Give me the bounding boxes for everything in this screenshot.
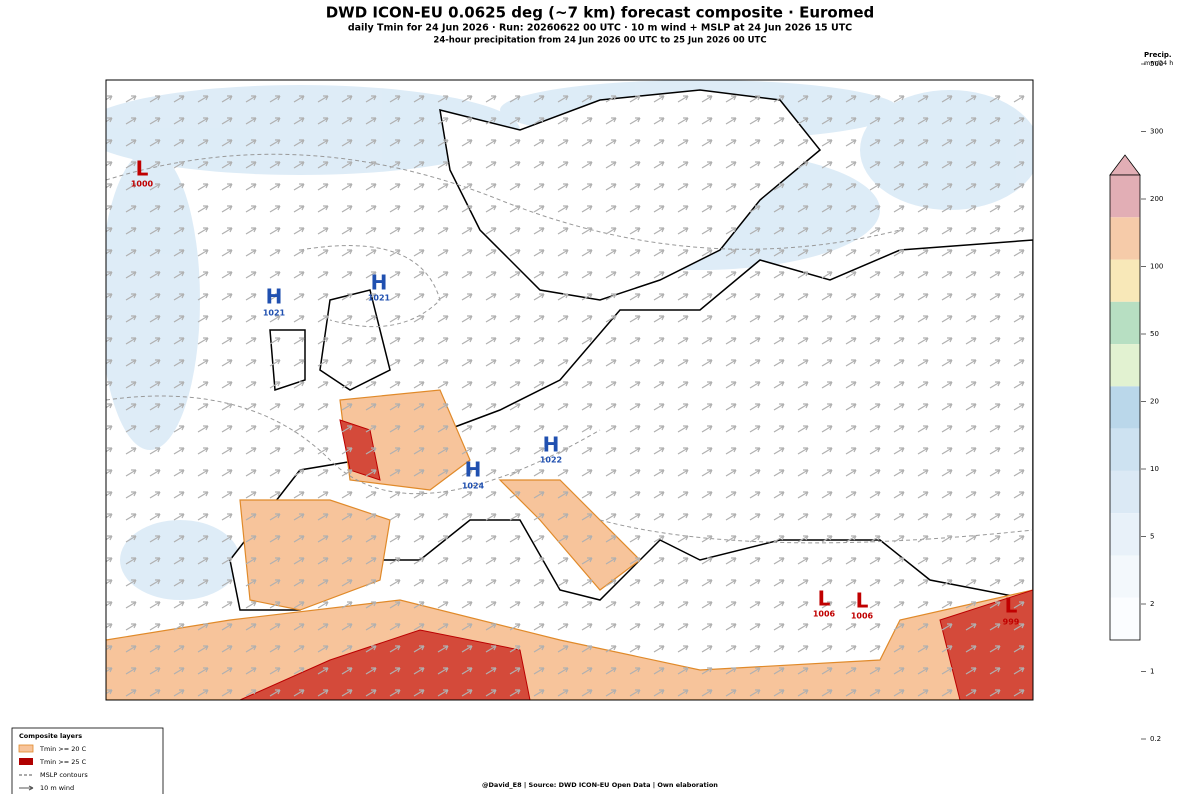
map-frame <box>105 79 1034 701</box>
colorbar-tick-label: 5 <box>1150 533 1154 541</box>
colorbar-tick-label: 500 <box>1150 60 1163 68</box>
map <box>106 80 1033 700</box>
colorbar-tick-label: 100 <box>1150 263 1163 271</box>
footer: @David_E8 | Source: DWD ICON-EU Open Dat… <box>482 781 718 790</box>
center-letter: L <box>136 157 149 181</box>
colorbar-frame <box>1109 174 1141 641</box>
colorbar-tick-label: 200 <box>1150 195 1163 203</box>
colorbar-tick-label: 50 <box>1150 330 1159 338</box>
center-letter: L <box>856 589 869 613</box>
colorbar-segment <box>1110 428 1140 471</box>
colorbar-extend <box>1109 154 1141 176</box>
center-letter: H <box>371 271 388 295</box>
center-value: 1021 <box>263 309 286 318</box>
colorbar-tick-label: 20 <box>1150 398 1159 406</box>
center-letter: L <box>1005 594 1018 618</box>
legend-item: Tmin >= 20 C <box>39 745 87 753</box>
legend: Composite layers Tmin >= 20 C Tmin >= 25… <box>11 727 164 798</box>
colorbar-unit: mm/24 h <box>1144 59 1173 67</box>
center-value: 1000 <box>131 180 154 189</box>
subtitle: daily Tmin for 24 Jun 2026 · Run: 202606… <box>348 23 852 34</box>
center-letter: L <box>818 587 831 611</box>
colorbar-segment <box>1110 513 1140 556</box>
colorbar-tick-label: 300 <box>1150 128 1163 136</box>
colorbar-tick-label: 10 <box>1150 465 1159 473</box>
colorbar: Precip. mm/24 h 500 300 200 100 50 20 10 5 2 1 0.2 <box>1109 51 1173 743</box>
center-value: 999 <box>1003 618 1020 627</box>
colorbar-tick-label: 1 <box>1150 668 1154 676</box>
colorbar-title: Precip. <box>1144 51 1172 59</box>
center-letter: H <box>543 433 560 457</box>
colorbar-segment <box>1110 555 1140 598</box>
center-value: 1022 <box>540 456 562 465</box>
center-value: 1006 <box>851 612 874 621</box>
colorbar-segment <box>1110 217 1140 260</box>
colorbar-segment <box>1110 386 1140 429</box>
colorbar-segment <box>1110 470 1140 514</box>
legend-item: MSLP contours <box>40 771 88 779</box>
center-letter: H <box>266 285 283 309</box>
colorbar-tick-label: 0.2 <box>1150 735 1161 743</box>
center-letter: H <box>465 458 482 482</box>
wind-arrows <box>106 80 1033 700</box>
colorbar-tick-label: 2 <box>1150 600 1154 608</box>
subtitle: 24-hour precipitation from 24 Jun 2026 0… <box>433 36 766 46</box>
legend-item: 10 m wind <box>40 784 74 792</box>
center-value: 1021 <box>368 294 391 303</box>
colorbar-segment <box>1110 597 1140 640</box>
colorbar-segment <box>1110 259 1140 302</box>
center-value: 1024 <box>462 482 485 491</box>
colorbar-segment <box>1110 301 1140 345</box>
legend-item: Tmin >= 25 C <box>39 758 87 766</box>
colorbar-segment <box>1110 175 1140 218</box>
legend-title: Composite layers <box>19 732 82 740</box>
title: DWD ICON-EU 0.0625 deg (~7 km) forecast … <box>326 4 875 22</box>
center-value: 1006 <box>813 610 836 619</box>
pressure-centers: L 1000 H 1021 H 1021 H 1022 H 1024 L 100… <box>131 157 1020 627</box>
colorbar-segment <box>1110 344 1140 387</box>
